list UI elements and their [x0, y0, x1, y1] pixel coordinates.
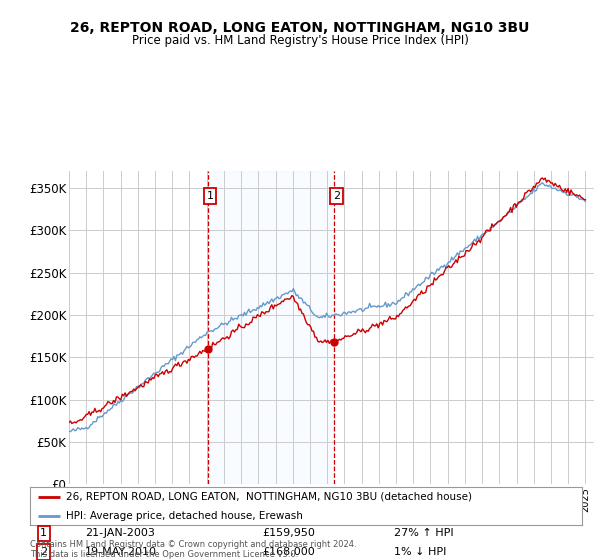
Text: 26, REPTON ROAD, LONG EATON, NOTTINGHAM, NG10 3BU: 26, REPTON ROAD, LONG EATON, NOTTINGHAM,…: [70, 21, 530, 35]
Bar: [208, 171, 334, 484]
Text: HPI: Average price, detached house, Erewash: HPI: Average price, detached house, Erew…: [66, 511, 303, 521]
Text: 19-MAY-2010: 19-MAY-2010: [85, 547, 157, 557]
Text: 1: 1: [40, 528, 47, 538]
Text: 2: 2: [40, 547, 47, 557]
Text: Contains HM Land Registry data © Crown copyright and database right 2024.
This d: Contains HM Land Registry data © Crown c…: [30, 540, 356, 559]
Text: 26, REPTON ROAD, LONG EATON,  NOTTINGHAM, NG10 3BU (detached house): 26, REPTON ROAD, LONG EATON, NOTTINGHAM,…: [66, 492, 472, 502]
Text: 1% ↓ HPI: 1% ↓ HPI: [394, 547, 446, 557]
Text: 21-JAN-2003: 21-JAN-2003: [85, 528, 155, 538]
Text: £168,000: £168,000: [262, 547, 314, 557]
Text: 2: 2: [333, 191, 340, 201]
Text: Price paid vs. HM Land Registry's House Price Index (HPI): Price paid vs. HM Land Registry's House …: [131, 34, 469, 46]
Text: £159,950: £159,950: [262, 528, 315, 538]
Text: 27% ↑ HPI: 27% ↑ HPI: [394, 528, 454, 538]
Text: 1: 1: [206, 191, 214, 201]
